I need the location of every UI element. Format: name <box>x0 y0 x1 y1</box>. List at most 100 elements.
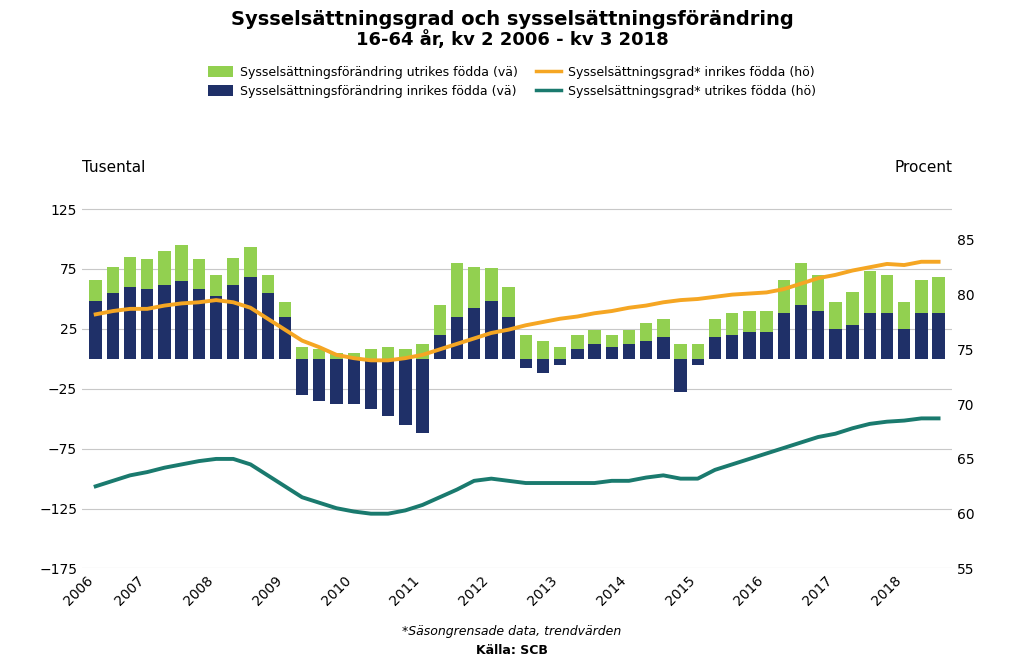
Bar <box>399 359 412 425</box>
Bar <box>812 275 824 311</box>
Bar <box>571 349 584 359</box>
Bar <box>485 301 498 359</box>
Bar <box>847 325 859 359</box>
Bar <box>141 290 154 359</box>
Bar <box>623 330 635 344</box>
Bar <box>175 281 187 359</box>
Bar <box>468 266 480 309</box>
Bar <box>554 359 566 365</box>
Bar <box>347 359 359 405</box>
Bar <box>331 353 343 359</box>
Bar <box>296 347 308 359</box>
Bar <box>279 303 291 317</box>
Bar <box>812 311 824 359</box>
Bar <box>382 347 394 359</box>
Bar <box>743 332 756 359</box>
Text: Källa: SCB: Källa: SCB <box>476 644 548 658</box>
Bar <box>313 359 326 401</box>
Bar <box>279 317 291 359</box>
Bar <box>863 272 876 313</box>
Bar <box>777 280 790 313</box>
Text: Procent: Procent <box>894 161 952 176</box>
Bar <box>313 349 326 359</box>
Bar <box>519 335 531 359</box>
Bar <box>503 287 515 317</box>
Bar <box>89 301 101 359</box>
Bar <box>141 259 154 290</box>
Bar <box>451 263 463 317</box>
Bar <box>881 313 893 359</box>
Bar <box>451 317 463 359</box>
Bar <box>227 284 240 359</box>
Bar <box>571 335 584 349</box>
Bar <box>640 323 652 341</box>
Bar <box>245 247 257 278</box>
Bar <box>365 349 377 359</box>
Bar <box>829 329 842 359</box>
Bar <box>124 287 136 359</box>
Bar <box>261 275 273 293</box>
Bar <box>210 297 222 359</box>
Bar <box>881 275 893 313</box>
Bar <box>795 263 807 305</box>
Bar <box>417 359 429 433</box>
Bar <box>261 293 273 359</box>
Bar <box>743 311 756 332</box>
Bar <box>537 341 549 359</box>
Bar <box>159 251 171 284</box>
Bar <box>347 353 359 359</box>
Bar <box>863 313 876 359</box>
Text: *Säsongrensade data, trendvärden: *Säsongrensade data, trendvärden <box>402 625 622 638</box>
Bar <box>433 335 445 359</box>
Bar <box>726 313 738 335</box>
Bar <box>709 337 721 359</box>
Bar <box>795 305 807 359</box>
Bar <box>657 319 670 337</box>
Bar <box>193 290 205 359</box>
Bar <box>691 344 703 359</box>
Bar <box>485 268 498 301</box>
Bar <box>675 359 687 393</box>
Bar <box>159 284 171 359</box>
Bar <box>519 359 531 368</box>
Bar <box>227 258 240 284</box>
Bar <box>433 305 445 335</box>
Bar <box>106 266 119 293</box>
Text: Tusental: Tusental <box>82 161 145 176</box>
Bar <box>915 280 928 313</box>
Bar <box>726 335 738 359</box>
Bar <box>623 344 635 359</box>
Bar <box>124 257 136 287</box>
Text: Sysselsättningsgrad och sysselsättningsförändring: Sysselsättningsgrad och sysselsättningsf… <box>230 10 794 29</box>
Bar <box>933 278 945 313</box>
Bar <box>915 313 928 359</box>
Bar <box>675 344 687 359</box>
Bar <box>89 280 101 301</box>
Bar <box>898 329 910 359</box>
Bar <box>777 313 790 359</box>
Bar <box>537 359 549 373</box>
Bar <box>106 293 119 359</box>
Bar <box>933 313 945 359</box>
Bar <box>605 347 617 359</box>
Bar <box>417 344 429 359</box>
Bar <box>193 259 205 290</box>
Bar <box>296 359 308 395</box>
Bar <box>829 303 842 329</box>
Bar <box>175 245 187 281</box>
Bar <box>554 347 566 359</box>
Bar <box>399 349 412 359</box>
Bar <box>503 317 515 359</box>
Bar <box>709 319 721 337</box>
Legend: Sysselsättningsförändring utrikes födda (vä), Sysselsättningsförändring inrikes : Sysselsättningsförändring utrikes födda … <box>209 65 815 98</box>
Bar <box>898 303 910 329</box>
Bar <box>761 311 773 332</box>
Bar <box>640 341 652 359</box>
Text: 16-64 år, kv 2 2006 - kv 3 2018: 16-64 år, kv 2 2006 - kv 3 2018 <box>355 30 669 49</box>
Bar <box>245 278 257 359</box>
Bar <box>657 337 670 359</box>
Bar <box>761 332 773 359</box>
Bar <box>365 359 377 409</box>
Bar <box>605 335 617 347</box>
Bar <box>210 275 222 297</box>
